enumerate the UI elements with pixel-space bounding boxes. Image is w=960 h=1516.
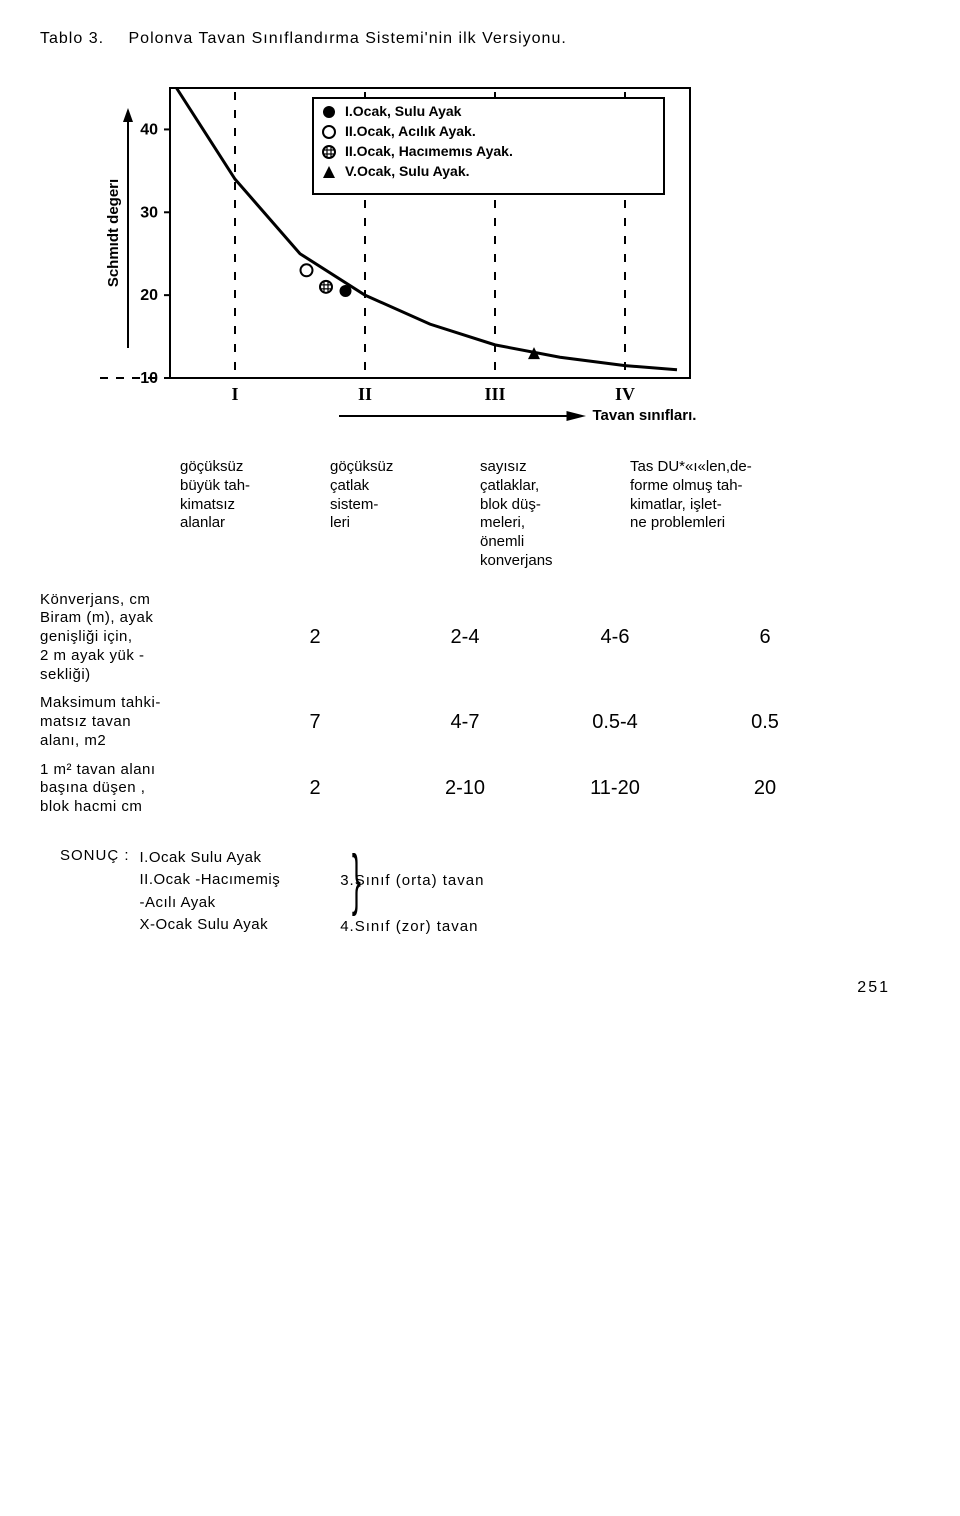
cell: 0.5-4 [540,711,690,734]
cell: 2 [240,626,390,649]
svg-text:IV: IV [615,384,635,404]
svg-text:V.Ocak, Sulu Ayak.: V.Ocak, Sulu Ayak. [345,163,470,179]
result-label: SONUÇ : [60,847,130,864]
result-class: 3.Sınıf (orta) tavan [340,869,484,893]
result-block: SONUÇ : I.Ocak Sulu Ayak II.Ocak -Hacıme… [60,847,920,939]
table-row: 1 m² tavan alanıbaşına düşen ,blok hacmi… [40,761,920,817]
svg-text:20: 20 [140,287,158,304]
col-header-3: sayısızçatlaklar,blok düş-meleri,önemlik… [480,458,630,571]
cell: 6 [690,626,840,649]
svg-text:Schmıdt degerı: Schmıdt degerı [105,179,122,287]
col-header-4: Tas DU*«ı«len,de-forme olmuş tah-kimatla… [630,458,780,571]
svg-text:II.Ocak, Hacımemıs Ayak.: II.Ocak, Hacımemıs Ayak. [345,143,513,159]
svg-text:II.Ocak, Acılık Ayak.: II.Ocak, Acılık Ayak. [345,123,476,139]
data-table: Könverjans, cmBiram (m), ayakgenişliği i… [40,591,920,817]
result-item: II.Ocak -Hacımemiş -Acılı Ayak [140,869,281,914]
table-row: Maksimum tahki-matsız tavanalanı, m2 7 4… [40,694,920,750]
cell: 20 [690,777,840,800]
svg-text:40: 40 [140,121,158,138]
col-header-1: göçüksüzbüyük tah-kimatsızalanlar [180,458,330,571]
cell: 11-20 [540,777,690,800]
result-classes: 3.Sınıf (orta) tavan 4.Sınıf (zor) tavan [340,847,484,939]
result-class: 4.Sınıf (zor) tavan [340,915,484,939]
result-items: I.Ocak Sulu Ayak II.Ocak -Hacımemiş -Acı… [140,847,281,937]
cell: 4-6 [540,626,690,649]
svg-text:II: II [358,384,372,404]
svg-text:30: 30 [140,204,158,221]
cell: 2-4 [390,626,540,649]
svg-text:I.Ocak, Sulu Ayak: I.Ocak, Sulu Ayak [345,103,462,119]
column-headers: göçüksüzbüyük tah-kimatsızalanlar göçüks… [180,458,920,571]
cell: 7 [240,711,390,734]
title-label: Tablo 3. [40,30,104,47]
page-number: 251 [40,979,890,997]
table-title: Tablo 3. Polonva Tavan Sınıflandırma Sis… [40,30,920,48]
brace-icon: } [351,847,360,912]
col-header-2: göçüksüzçatlaksistem-leri [330,458,480,571]
table-row: Könverjans, cmBiram (m), ayakgenişliği i… [40,591,920,685]
result-item: X-Ocak Sulu Ayak [140,914,281,937]
classification-chart: 10203040Schmıdt degerıIIIIIIIVTavan sını… [100,68,740,448]
row-label: 1 m² tavan alanıbaşına düşen ,blok hacmi… [40,761,240,817]
title-text: Polonva Tavan Sınıflandırma Sistemi'nin … [129,30,567,47]
row-label: Könverjans, cmBiram (m), ayakgenişliği i… [40,591,240,685]
cell: 2-10 [390,777,540,800]
cell: 4-7 [390,711,540,734]
cell: 2 [240,777,390,800]
svg-text:III: III [484,384,505,404]
result-item: I.Ocak Sulu Ayak [140,847,281,870]
svg-text:Tavan sınıfları.: Tavan sınıfları. [593,407,697,424]
cell: 0.5 [690,711,840,734]
svg-text:I: I [231,384,238,404]
row-label: Maksimum tahki-matsız tavanalanı, m2 [40,694,240,750]
